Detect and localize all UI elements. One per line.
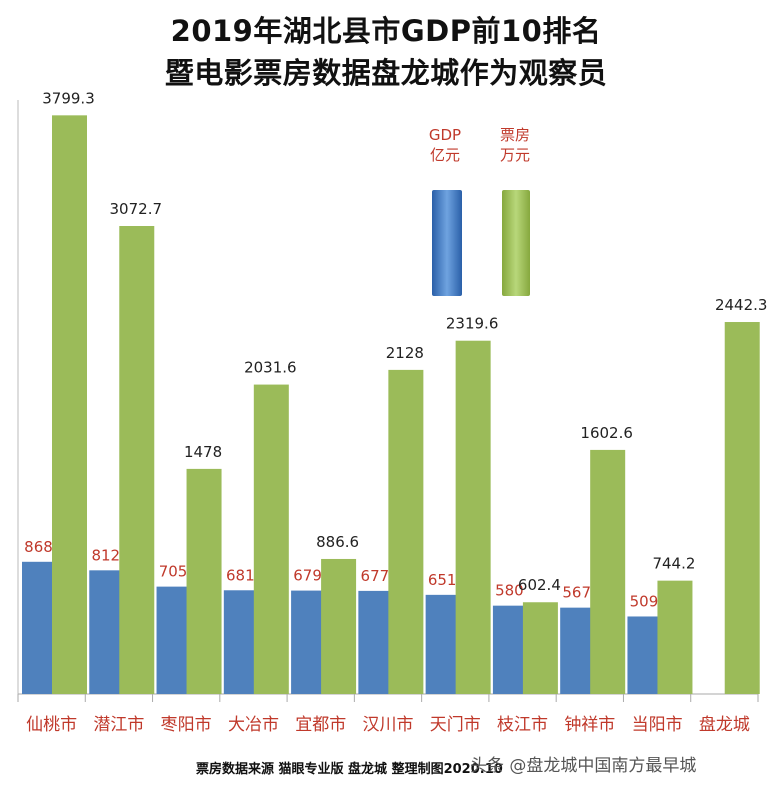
bar-box-0 — [52, 115, 87, 694]
category-label-0: 仙桃市 — [26, 715, 77, 735]
watermark: 头条 @盘龙城中国南方最早城 — [470, 756, 697, 776]
data-label-gdp-8: 567 — [562, 584, 591, 602]
data-label-box-9: 744.2 — [652, 555, 695, 573]
data-label-box-7: 602.4 — [518, 576, 561, 594]
data-label-gdp-9: 509 — [630, 592, 659, 610]
data-label-gdp-7: 580 — [495, 582, 524, 600]
legend-box-line1: 票房 — [499, 126, 530, 144]
bar-box-2 — [186, 468, 222, 694]
bar-gdp-4 — [291, 590, 325, 694]
category-label-4: 宜都市 — [295, 715, 346, 735]
bar-gdp-9 — [627, 616, 661, 694]
bar-gdp-3 — [223, 590, 257, 694]
bar-gdp-0 — [22, 561, 55, 694]
bar-gdp-5 — [358, 590, 392, 694]
bar-box-4 — [321, 558, 357, 694]
data-label-box-4: 886.6 — [316, 533, 359, 551]
bar-gdp-1 — [89, 570, 123, 694]
data-label-gdp-0: 868 — [24, 538, 53, 556]
bar-gdp-2 — [156, 586, 190, 694]
bar-gdp-7 — [492, 605, 526, 694]
data-label-box-0: 3799.3 — [42, 89, 95, 107]
chart-title-line2: 暨电影票房数据盘龙城作为观察员 — [164, 56, 608, 90]
footer-source: 票房数据来源 猫眼专业版 盘龙城 整理制图2020.10 — [196, 762, 503, 777]
chart-title-line1: 2019年湖北县市GDP前10排名 — [170, 14, 602, 48]
data-label-box-3: 2031.6 — [244, 359, 297, 377]
bar-box-8 — [590, 449, 626, 694]
data-label-gdp-4: 679 — [293, 567, 322, 585]
data-label-gdp-2: 705 — [159, 563, 188, 581]
data-label-box-5: 2128 — [386, 344, 424, 362]
legend-gdp-swatch — [432, 190, 462, 296]
data-label-box-8: 1602.6 — [580, 424, 633, 442]
category-label-8: 钟祥市 — [564, 715, 615, 735]
category-label-5: 汉川市 — [363, 715, 414, 735]
category-label-2: 枣阳市 — [161, 715, 212, 735]
bar-box-3 — [253, 384, 289, 694]
bar-box-6 — [455, 340, 491, 694]
category-label-1: 潜江市 — [93, 715, 144, 735]
bar-box-7 — [522, 602, 558, 694]
data-label-box-6: 2319.6 — [446, 315, 499, 333]
bar-gdp-8 — [560, 607, 594, 694]
legend-gdp-label: GDP 亿元 — [420, 125, 470, 165]
category-label-6: 天门市 — [430, 715, 481, 735]
data-label-box-2: 1478 — [184, 443, 222, 461]
bar-box-10 — [724, 322, 760, 694]
bar-gdp-6 — [425, 594, 459, 694]
data-label-gdp-6: 651 — [428, 571, 457, 589]
data-label-box-10: 2442.3 — [715, 296, 768, 314]
legend-box-swatch — [502, 190, 530, 296]
category-label-10: 盘龙城 — [699, 715, 750, 735]
legend-box-label: 票房 万元 — [490, 125, 540, 165]
data-label-gdp-3: 681 — [226, 566, 255, 584]
bar-box-1 — [119, 226, 155, 694]
data-label-box-1: 3072.7 — [110, 200, 163, 218]
category-label-7: 枝江市 — [497, 715, 548, 735]
category-label-9: 当阳市 — [632, 715, 683, 735]
bar-box-5 — [388, 369, 424, 694]
data-label-gdp-5: 677 — [361, 567, 390, 585]
legend-gdp-line1: GDP — [428, 126, 462, 144]
data-label-gdp-1: 812 — [91, 546, 120, 564]
legend-box-line2: 万元 — [499, 146, 530, 164]
legend-gdp-line2: 亿元 — [429, 146, 460, 164]
bar-box-9 — [657, 580, 693, 694]
category-label-3: 大冶市 — [228, 715, 279, 735]
